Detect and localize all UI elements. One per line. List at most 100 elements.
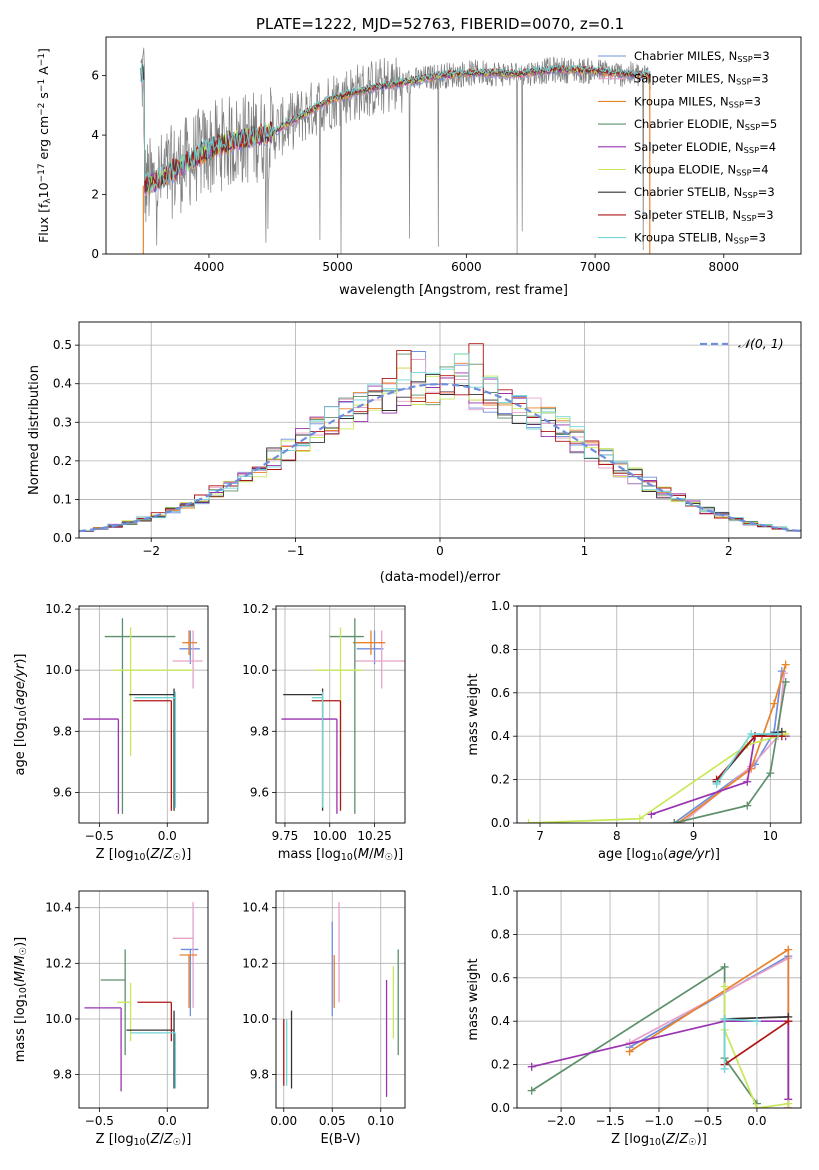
legend-label: Chabrier ELODIE, NSSP=5: [634, 117, 777, 132]
x-tick-label: 0.0: [747, 1114, 766, 1128]
plot-area: [283, 902, 399, 1097]
x-tick-label: 9.75: [272, 829, 299, 843]
normal-curve: [79, 382, 801, 533]
errorbar-point: [311, 691, 324, 808]
series-marker: [743, 801, 752, 810]
plot-area: [281, 618, 405, 814]
errorbar-point: [112, 627, 194, 756]
series-marker: [720, 962, 729, 971]
x-tick-label: −1.0: [644, 1114, 673, 1128]
errorbar-point: [117, 982, 132, 1042]
y-tick-label: 4: [91, 128, 99, 142]
x-tick-label: 0.10: [367, 1114, 394, 1128]
x-axis-label: Z [log10(Z/Z☉)]: [611, 1132, 707, 1148]
x-axis-label: wavelength [Angstrom, rest frame]: [339, 283, 568, 298]
y-tick-label: 0.0: [491, 816, 510, 830]
series-marker: [781, 660, 790, 669]
y-tick-label: 10.2: [242, 602, 269, 616]
errorbar-point: [311, 700, 342, 811]
y-tick-label: 0.6: [491, 971, 510, 985]
series-marker: [720, 1015, 729, 1024]
y-tick-label: 0.0: [53, 531, 72, 545]
errorbar-point: [179, 954, 198, 1008]
x-tick-label: 9: [690, 829, 698, 843]
series-marker: [720, 982, 729, 991]
errorbar-point: [83, 718, 120, 814]
series-marker: [674, 819, 683, 823]
plot-area: [524, 660, 790, 823]
x-tick-label: 7: [536, 829, 544, 843]
y-tick-label: 10.0: [242, 1012, 269, 1026]
x-tick-label: 7000: [580, 260, 611, 274]
plot-area: [79, 343, 801, 538]
y-axis-label: age [log10(age/yr)]: [13, 653, 29, 775]
axes-residuals: −2 −1 0 1 2 0.0 0.1 0.2 0.3 0.4 0.5 (data-model)/er…: [27, 321, 802, 585]
series-marker: [720, 1064, 729, 1073]
y-tick-label: 0.0: [491, 1101, 510, 1115]
y-tick-label: 10.4: [45, 901, 72, 915]
errorbar-point: [84, 1007, 122, 1092]
y-tick-label: 0.3: [53, 415, 72, 429]
x-tick-label: −0.5: [85, 829, 114, 843]
series-marker: [752, 1104, 761, 1108]
series-marker: [752, 1017, 761, 1026]
legend-label: Salpeter STELIB, NSSP=3: [634, 208, 774, 223]
x-tick-label: −0.5: [85, 1114, 114, 1128]
y-axis-label: mass weight: [466, 958, 481, 1040]
legend-label: Kroupa ELODIE, NSSP=4: [634, 163, 769, 178]
axes-spectrum: 4000 5000 6000 7000 8000 0 2 4 6 wavelength [Angs…: [36, 36, 802, 298]
y-tick-label: 0: [91, 247, 99, 261]
legend-label: Salpeter ELODIE, NSSP=4: [634, 140, 776, 155]
errorbar-point: [353, 630, 386, 655]
x-tick-label: 0.05: [319, 1114, 346, 1128]
y-tick-label: 6: [91, 69, 99, 83]
x-axis-label: age [log10(age/yr)]: [598, 847, 720, 863]
errorbar-point: [104, 618, 176, 814]
x-tick-label: 2: [725, 544, 733, 558]
series-marker: [784, 945, 793, 954]
x-tick-label: −2: [142, 544, 160, 558]
y-tick-label: 0.4: [491, 729, 510, 743]
legend-label: Salpeter MILES, NSSP=3: [634, 72, 769, 87]
histogram-7: [79, 343, 801, 538]
axes-frame: [78, 605, 209, 824]
y-tick-label: 9.8: [53, 1068, 72, 1082]
series-marker: [743, 777, 752, 786]
axes-frame: [516, 605, 802, 824]
x-tick-label: 6000: [451, 260, 482, 274]
axes-frame: [275, 605, 406, 824]
legend: Chabrier MILES, NSSP=3 Salpeter MILES, NS…: [598, 49, 777, 246]
series-marker: [766, 769, 775, 778]
x-axis-label: mass [log10(M/M☉)]: [278, 847, 404, 863]
y-tick-label: 0.4: [53, 377, 72, 391]
y-tick-label: 1.0: [491, 884, 510, 898]
series-line-1: [681, 673, 785, 823]
axes-mass_vs_ebv: 0.00 0.05 0.10 9.8 10.0 10.2 10.4 E(B-V): [242, 890, 406, 1147]
x-tick-label: −1.5: [595, 1114, 624, 1128]
axes-age_vs_mass: 9.75 10.00 10.25 9.6 9.8 10.0 10.2 mass [log10(…: [242, 602, 406, 863]
x-axis-label: Z [log10(Z/Z☉)]: [96, 1132, 192, 1148]
series-line-7: [724, 1020, 789, 1066]
x-tick-label: 8: [613, 829, 621, 843]
series-marker: [712, 779, 721, 788]
y-tick-label: 10.4: [242, 901, 269, 915]
series-line-5: [528, 733, 786, 823]
y-tick-label: 0.5: [53, 338, 72, 352]
y-tick-label: 9.6: [53, 785, 72, 799]
y-tick-label: 0.8: [491, 642, 510, 656]
errorbar-point: [133, 700, 172, 811]
axes-root: 4000 5000 6000 7000 8000 0 2 4 6 wavelength [Angs…: [13, 36, 802, 1148]
errorbar-point: [180, 948, 199, 1017]
figure-title: PLATE=1222, MJD=52763, FIBERID=0070, z=0…: [256, 15, 624, 33]
series-marker: [524, 819, 533, 823]
y-tick-label: 10.0: [242, 663, 269, 677]
legend-label: 𝒩(0, 1): [738, 336, 784, 351]
y-tick-label: 0.8: [491, 927, 510, 941]
series-marker: [635, 814, 644, 823]
x-axis-label: Z [log10(Z/Z☉)]: [96, 847, 192, 863]
legend-label: Chabrier STELIB, NSSP=3: [634, 185, 775, 200]
y-tick-label: 1.0: [491, 599, 510, 613]
errorbar-point: [356, 630, 384, 665]
series-marker: [527, 1086, 536, 1095]
